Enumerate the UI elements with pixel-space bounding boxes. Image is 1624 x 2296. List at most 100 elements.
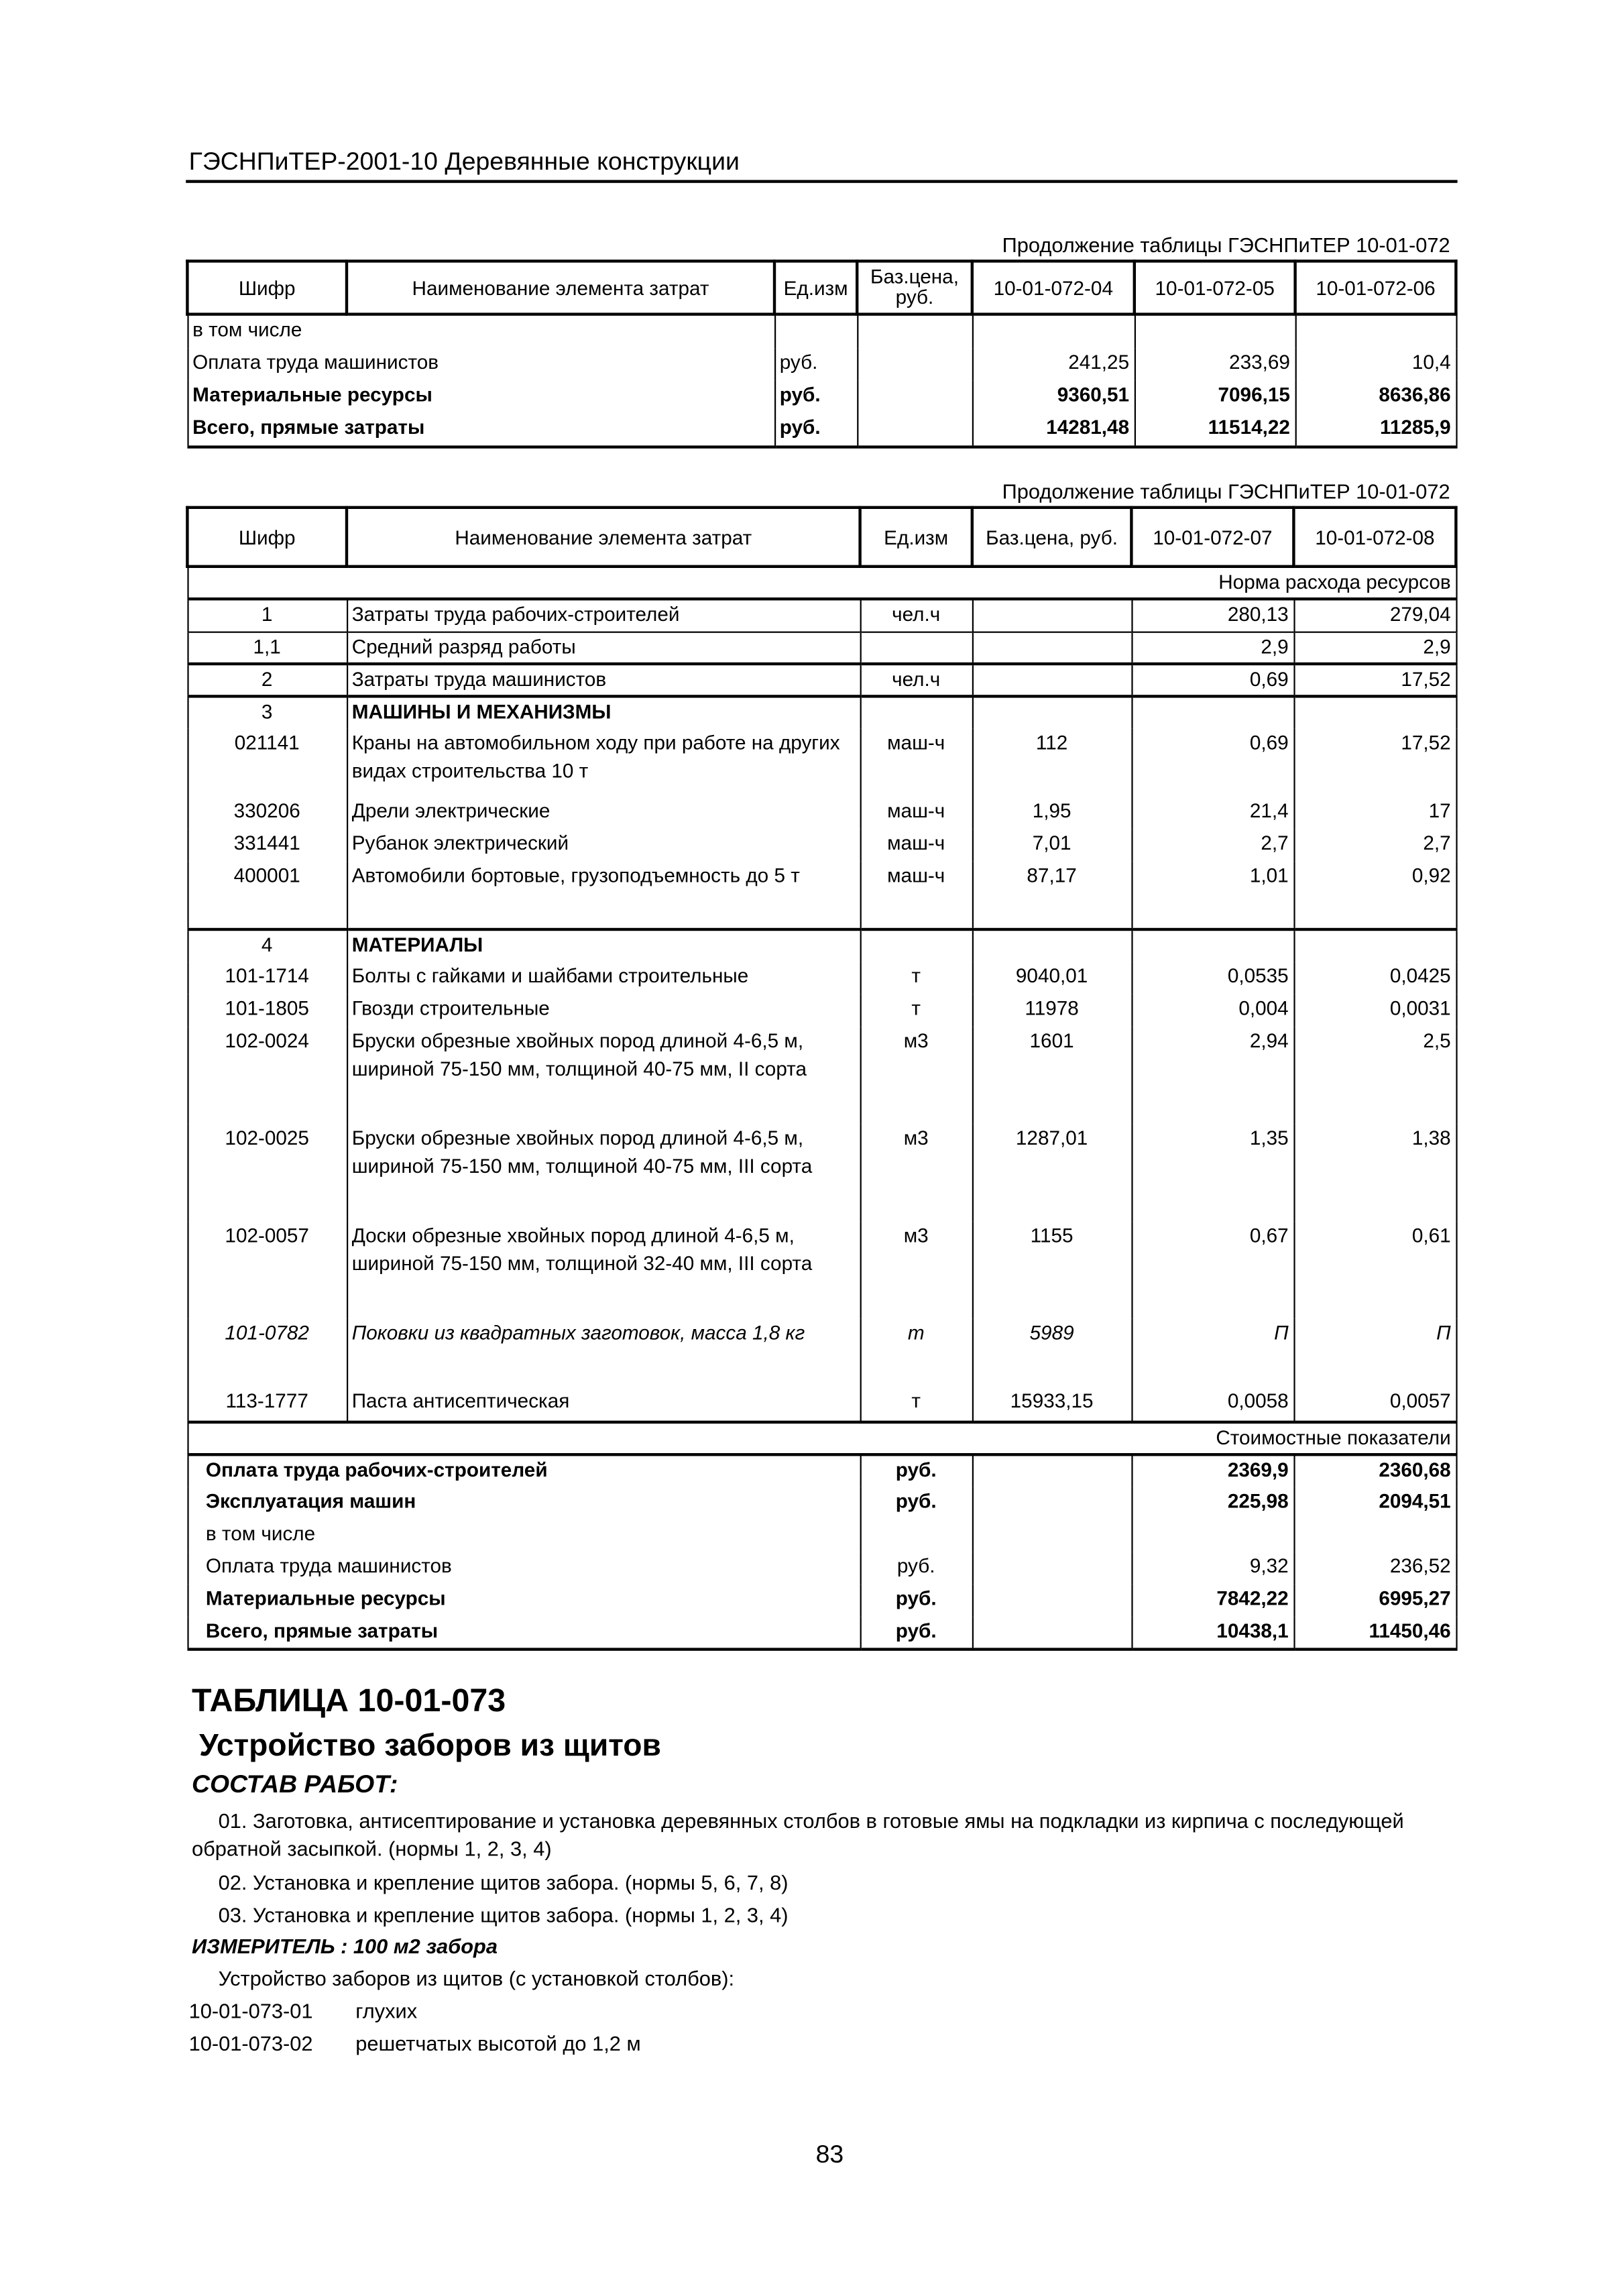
unit-cell: маш-ч (859, 728, 973, 797)
value-cell: 2,5 (1293, 1027, 1457, 1125)
value-cell: 0,61 (1293, 1221, 1457, 1319)
value-cell: 17 (1293, 797, 1457, 829)
work-item: обратной засыпкой. (нормы 1, 2, 3, 4) (192, 1837, 552, 1861)
unit-cell: м3 (859, 1124, 973, 1222)
table-row: 102-0024 Бруски обрезные хвойных пород дл… (186, 1027, 1457, 1125)
value-cell: 17,52 (1293, 662, 1457, 697)
col-header: Баз.цена, руб. (856, 260, 974, 316)
code-cell: 113-1777 (186, 1387, 348, 1422)
col-header: Шифр (186, 260, 349, 316)
name-cell: Болты с гайками и шайбами строительные (345, 962, 861, 994)
col-header: Ед.изм (858, 506, 974, 569)
table-row: 102-0057 Доски обрезные хвойных пород дли… (186, 1221, 1457, 1319)
table-1: Шифр Наименование элемента затрат Ед.изм… (186, 260, 1458, 449)
value-cell: 2360,68 (1293, 1454, 1457, 1487)
unit-cell: руб. (773, 413, 858, 449)
table-title: ТАБЛИЦА 10-01-073 (192, 1682, 506, 1719)
price-cell: 9040,01 (971, 962, 1133, 994)
unit-cell: руб. (859, 1584, 973, 1617)
value-cell: 7096,15 (1133, 380, 1296, 413)
table-subtitle: Устройство заборов из щитов (199, 1729, 661, 1763)
value-cell: 2,9 (1130, 630, 1295, 664)
row-name: в том числе (186, 1519, 861, 1552)
table-row: в том числе (186, 1519, 1457, 1552)
value-cell: 2369,9 (1130, 1454, 1295, 1487)
col-header: Наименование элемента затрат (345, 506, 862, 569)
running-header: ГЭСНПиТЕР-2001-10 Деревянные конструкции (188, 148, 740, 176)
value-cell: 21,4 (1130, 797, 1295, 829)
name-cell: Средний разряд работы (345, 630, 861, 664)
table-row: 3 МАШИНЫ И МЕХАНИЗМЫ (186, 695, 1457, 729)
table-row: Материальные ресурсы руб. 7842,22 6995,27 (186, 1584, 1457, 1617)
price-cell (971, 1617, 1133, 1651)
col-header: Ед.изм (772, 260, 859, 316)
value-cell (1133, 314, 1296, 349)
value-cell: 233,69 (1133, 348, 1296, 381)
value-cell: П (1293, 1318, 1457, 1387)
price-cell (971, 927, 1133, 962)
row-name: Всего, прямые затраты (186, 1617, 861, 1651)
price-cell: 5989 (971, 1318, 1133, 1387)
unit-cell: руб. (773, 380, 858, 413)
value-cell: 0,0535 (1130, 962, 1295, 994)
value-cell: 241,25 (971, 348, 1135, 381)
price-cell (856, 413, 973, 449)
unit-cell: маш-ч (859, 829, 973, 862)
code-cell: 101-1714 (186, 962, 348, 994)
table-row: 330206 Дрели электрические маш-ч 1,95 21,4 17 (186, 797, 1457, 829)
code-cell: 400001 (186, 861, 348, 929)
price-cell: 112 (971, 728, 1133, 797)
name-cell: МАТЕРИАЛЫ (345, 927, 861, 962)
value-cell: 8636,86 (1294, 380, 1457, 413)
name-cell: Поковки из квадратных заготовок, масса 1… (345, 1318, 861, 1387)
unit-cell: руб. (859, 1617, 973, 1651)
price-cell (971, 1454, 1133, 1487)
code-cell: 102-0025 (186, 1124, 348, 1222)
value-cell: 10438,1 (1130, 1617, 1295, 1651)
value-cell: 2,94 (1130, 1027, 1295, 1125)
value-cell: 2,9 (1293, 630, 1457, 664)
value-cell: 10,4 (1294, 348, 1457, 381)
page-number: 83 (815, 2140, 844, 2169)
value-cell: 14281,48 (971, 413, 1135, 449)
value-cell: 280,13 (1130, 598, 1295, 632)
table-row: Всего, прямые затраты руб. 10438,1 11450,46 (186, 1617, 1457, 1651)
row-name: Всего, прямые затраты (186, 413, 774, 449)
col-header: 10-01-072-05 (1133, 260, 1297, 316)
unit-cell: руб. (859, 1487, 973, 1519)
value-cell: 0,004 (1130, 994, 1295, 1027)
col-header: 10-01-072-07 (1130, 506, 1295, 569)
price-cell (856, 380, 973, 413)
col-header: Шифр (186, 506, 349, 569)
value-cell: 236,52 (1293, 1552, 1457, 1585)
code-cell: 330206 (186, 797, 348, 829)
unit-cell: м3 (859, 1221, 973, 1319)
row-name: Оплата труда машинистов (186, 348, 774, 381)
table-row: Оплата труда рабочих-строителей руб. 2369,… (186, 1454, 1457, 1487)
works-label: СОСТАВ РАБОТ: (192, 1770, 398, 1798)
table-row: 400001 Автомобили бортовые, грузоподъемно… (186, 861, 1457, 929)
value-cell: 9,32 (1130, 1552, 1295, 1585)
price-cell (856, 348, 973, 381)
name-cell: Краны на автомобильном ходу при работе н… (345, 728, 861, 797)
unit-cell (859, 1519, 973, 1552)
item-name: глухих (355, 1999, 418, 2023)
value-cell: 0,92 (1293, 861, 1457, 929)
table-row: 021141 Краны на автомобильном ходу при ра… (186, 728, 1457, 797)
code-cell: 101-1805 (186, 994, 348, 1027)
code-cell: 2 (186, 662, 348, 697)
value-cell: 1,35 (1130, 1124, 1295, 1222)
unit-cell: м3 (859, 1027, 973, 1125)
price-cell (971, 1487, 1133, 1519)
value-cell: 0,0058 (1130, 1387, 1295, 1422)
table-header: Шифр Наименование элемента затрат Ед.изм… (186, 506, 1458, 569)
unit-cell: чел.ч (859, 662, 973, 697)
value-cell: 2,7 (1293, 829, 1457, 862)
unit-cell (859, 630, 973, 664)
value-cell: 7842,22 (1130, 1584, 1295, 1617)
continuation-label: Продолжение таблицы ГЭСНПиТЕР 10-01-072 (1002, 233, 1450, 257)
table-row: 331441 Рубанок электрический маш-ч 7,01 2,7 2… (186, 829, 1457, 862)
table-row: 101-1714 Болты с гайками и шайбами строит… (186, 962, 1457, 994)
value-cell: 0,0031 (1293, 994, 1457, 1027)
